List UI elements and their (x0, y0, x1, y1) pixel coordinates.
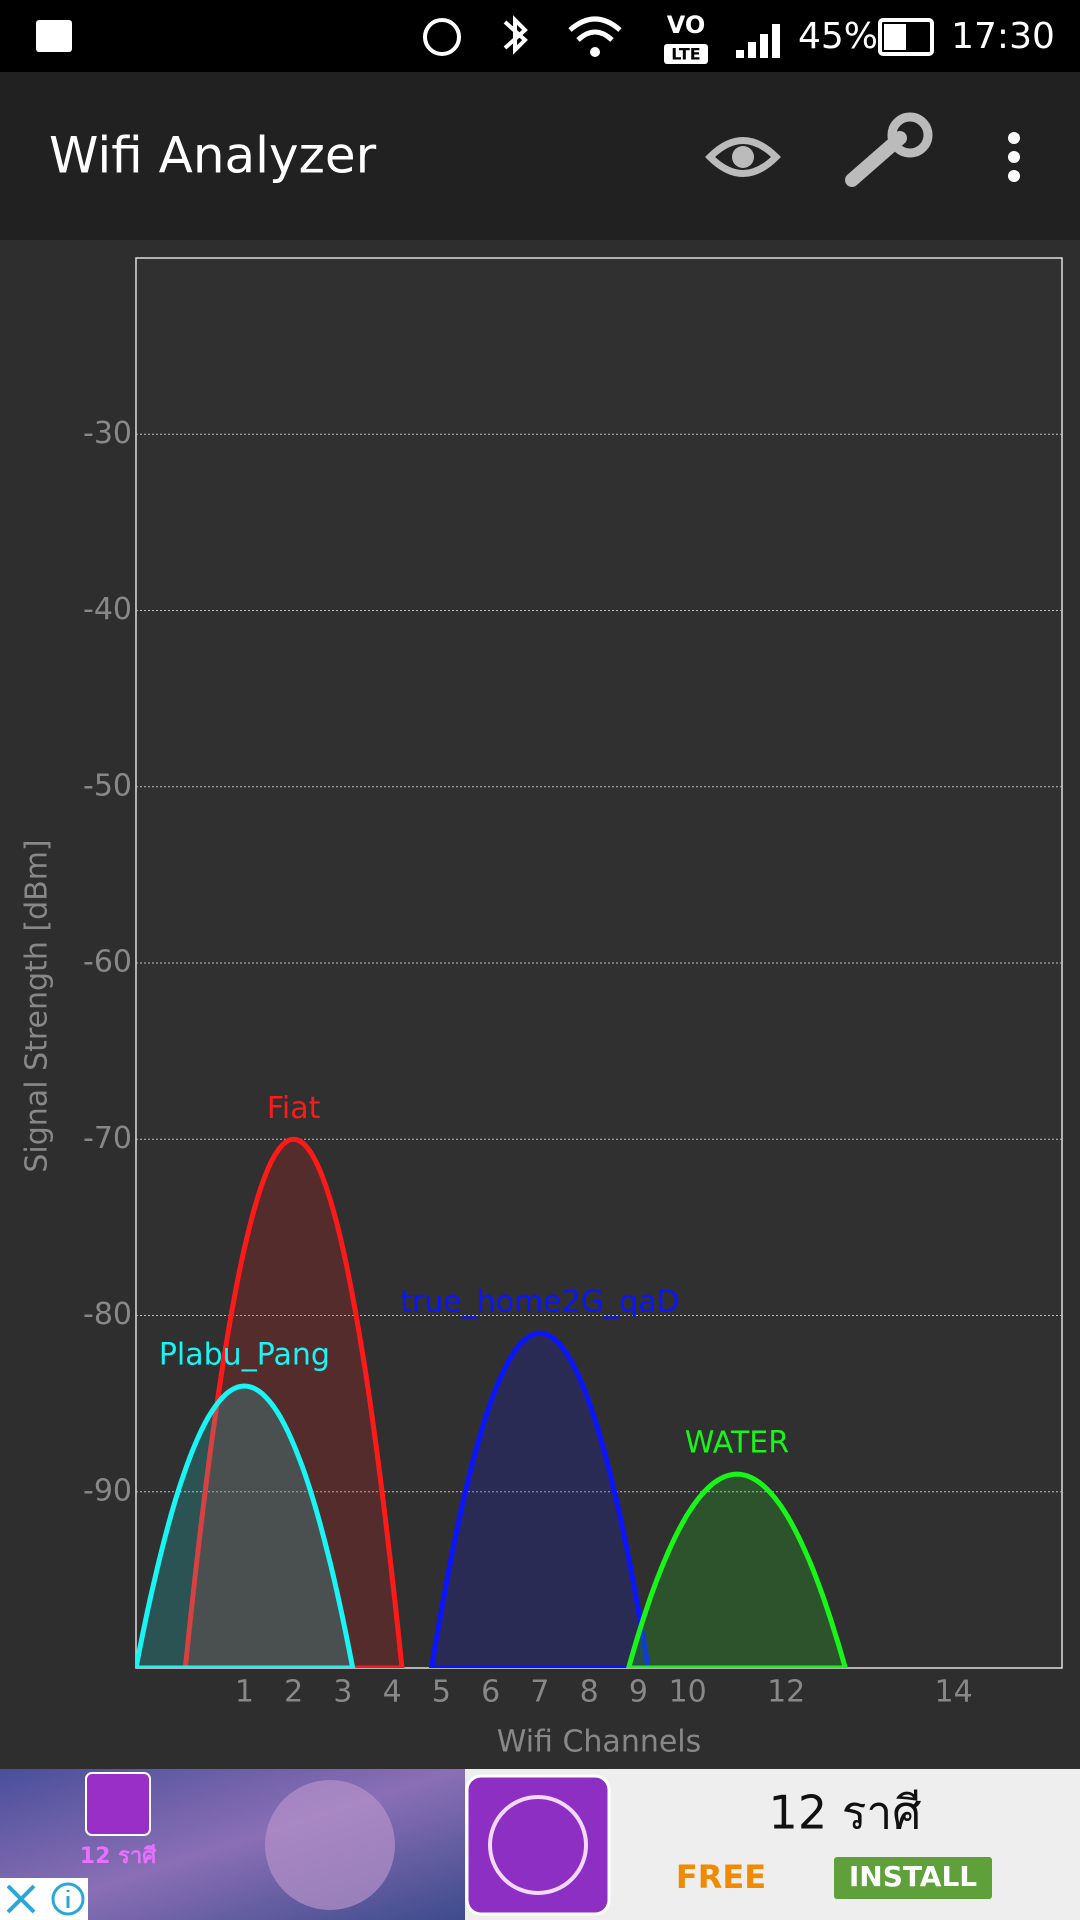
y-tick-label: -70 (83, 1121, 132, 1156)
menu-button[interactable] (1008, 132, 1020, 182)
alarm-icon (423, 18, 461, 56)
y-tick-label: -80 (83, 1297, 132, 1332)
ad-price: FREE (676, 1858, 766, 1896)
gallery-icon (36, 20, 72, 52)
ad-title: 12 ราศี (769, 1786, 922, 1840)
signal-curve (136, 1383, 356, 1668)
app-bar (0, 72, 1080, 240)
ad-info[interactable] (51, 1882, 85, 1916)
settings-button[interactable] (845, 112, 933, 187)
x-tick-label: 2 (284, 1675, 303, 1710)
x-tick-label: 14 (935, 1675, 973, 1710)
signal-curve (626, 1471, 848, 1668)
network-sub: LTE (671, 45, 700, 64)
signal-icon (736, 24, 780, 58)
y-tick-label: -60 (83, 945, 132, 980)
wifi-icon (568, 16, 622, 42)
x-tick-label: 1 (235, 1675, 254, 1710)
lte-badge (664, 44, 708, 64)
x-tick-label: 9 (629, 1675, 648, 1710)
signal-curve (182, 1136, 405, 1668)
battery-percent: 45% (798, 16, 878, 57)
bluetooth-icon (503, 15, 528, 55)
x-tick-label: 10 (669, 1675, 707, 1710)
clock: 17:30 (951, 16, 1055, 57)
ad-art (265, 1780, 395, 1910)
y-tick-label: -40 (83, 592, 132, 627)
network-label: Fiat (267, 1091, 321, 1126)
x-tick-label: 3 (333, 1675, 352, 1710)
app-title: Wifi Analyzer (49, 127, 377, 185)
network-label: Plabu_Pang (159, 1338, 330, 1373)
x-tick-label: 5 (432, 1675, 451, 1710)
install-label: INSTALL (849, 1860, 977, 1893)
ad-app-icon-ring (488, 1795, 588, 1895)
network-label: WATER (685, 1426, 789, 1461)
eye-button[interactable] (705, 137, 781, 177)
x-tick-label: 12 (767, 1675, 805, 1710)
ad-icon-label: 12 ราศี (80, 1844, 157, 1869)
y-tick-label: -90 (83, 1473, 132, 1508)
ad-close[interactable] (6, 1884, 36, 1914)
x-axis-title: Wifi Channels (497, 1725, 702, 1760)
wifi-dot (590, 47, 600, 57)
battery-icon (878, 18, 934, 56)
y-tick-label: -50 (83, 768, 132, 803)
x-tick-label: 7 (530, 1675, 549, 1710)
install-button[interactable] (834, 1857, 992, 1899)
ad-small-icon (85, 1772, 151, 1836)
x-tick-label: 6 (481, 1675, 500, 1710)
battery-level (884, 24, 906, 50)
signal-curve (428, 1330, 651, 1668)
network-label: true_home2G_qaD (400, 1285, 679, 1320)
x-tick-label: 8 (580, 1675, 599, 1710)
y-tick-label: -30 (83, 416, 132, 451)
network-type: VO (667, 11, 706, 39)
y-axis-title: Signal Strength [dBm] (20, 839, 55, 1172)
status-bar (0, 0, 1080, 72)
x-tick-label: 4 (383, 1675, 402, 1710)
